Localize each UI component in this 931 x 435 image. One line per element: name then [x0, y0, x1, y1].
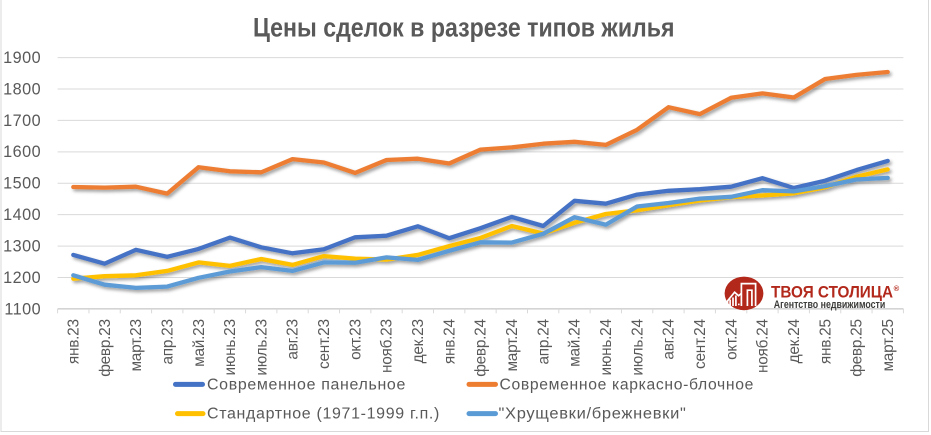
svg-text:февр.24: февр.24	[473, 319, 490, 377]
svg-text:Современное панельное: Современное панельное	[207, 377, 406, 394]
svg-text:1400: 1400	[3, 206, 41, 224]
svg-text:июль.24: июль.24	[629, 319, 646, 376]
svg-text:ТВОЯ СТОЛИЦА: ТВОЯ СТОЛИЦА	[771, 283, 893, 302]
svg-text:сент.24: сент.24	[692, 319, 709, 369]
svg-text:янв.24: янв.24	[441, 319, 458, 365]
svg-text:июнь.24: июнь.24	[598, 319, 615, 376]
svg-text:февр.23: февр.23	[97, 319, 114, 377]
svg-text:дек.24: дек.24	[786, 319, 803, 364]
svg-text:Цены сделок в разрезе типов жи: Цены сделок в разрезе типов жилья	[253, 12, 675, 42]
svg-text:®: ®	[894, 284, 900, 293]
svg-text:авг.23: авг.23	[285, 319, 302, 359]
svg-text:1800: 1800	[3, 80, 41, 98]
svg-text:окт.24: окт.24	[723, 319, 740, 360]
svg-text:янв.25: янв.25	[817, 319, 834, 364]
svg-text:февр.25: февр.25	[849, 319, 866, 377]
svg-text:авг.24: авг.24	[661, 319, 678, 360]
svg-text:май.24: май.24	[567, 319, 584, 367]
svg-text:окт.23: окт.23	[347, 319, 364, 360]
svg-text:Стандартное (1971-1999 г.п.): Стандартное (1971-1999 г.п.)	[207, 406, 440, 423]
svg-text:"Хрущевки/брежневки": "Хрущевки/брежневки"	[499, 406, 687, 423]
svg-text:1900: 1900	[3, 49, 41, 67]
svg-text:июль.23: июль.23	[253, 319, 270, 375]
svg-text:1100: 1100	[4, 300, 41, 318]
svg-text:Современное каркасно-блочное: Современное каркасно-блочное	[500, 377, 755, 394]
svg-text:нояб.23: нояб.23	[379, 319, 396, 373]
svg-text:янв.23: янв.23	[66, 319, 83, 364]
svg-text:июнь.23: июнь.23	[222, 319, 239, 375]
svg-text:1600: 1600	[3, 143, 41, 161]
svg-text:март.25: март.25	[880, 319, 897, 371]
svg-text:1700: 1700	[3, 112, 41, 130]
svg-text:1300: 1300	[3, 238, 41, 256]
svg-text:дек.23: дек.23	[410, 319, 427, 363]
svg-text:нояб.24: нояб.24	[755, 319, 772, 374]
svg-text:1500: 1500	[3, 175, 41, 193]
svg-text:март.24: март.24	[504, 319, 521, 372]
svg-text:1200: 1200	[3, 269, 41, 287]
svg-text:апр.23: апр.23	[159, 319, 176, 364]
svg-text:апр.24: апр.24	[535, 319, 552, 365]
svg-text:сент.23: сент.23	[316, 319, 333, 369]
svg-text:Агентство недвижимости: Агентство недвижимости	[774, 299, 886, 311]
svg-text:март.23: март.23	[128, 319, 145, 371]
svg-text:май.23: май.23	[191, 319, 208, 367]
